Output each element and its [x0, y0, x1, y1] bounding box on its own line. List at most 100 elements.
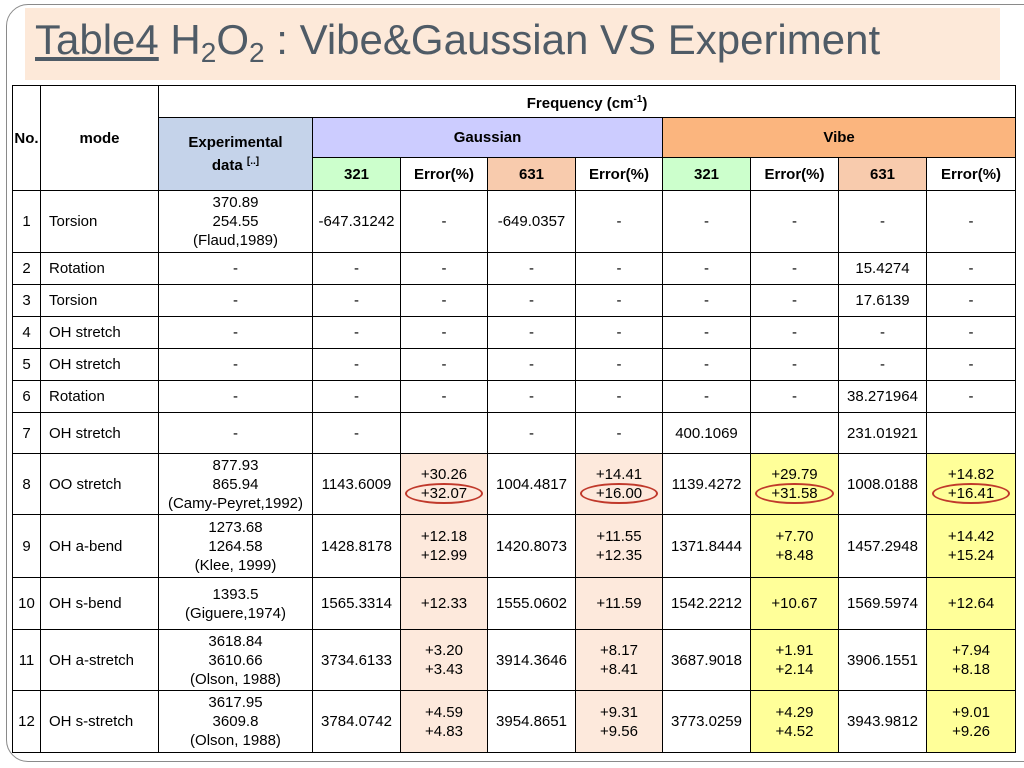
cell-line: +14.42 — [928, 527, 1015, 546]
cell-line: +14.41 — [577, 465, 662, 484]
circled-value: +16.00 — [579, 482, 659, 504]
cell-text: - — [704, 213, 709, 230]
cell-text: - — [441, 292, 447, 309]
cell-text: - — [233, 324, 238, 341]
cell-text: - — [704, 324, 709, 341]
cell-text: OH stretch — [49, 356, 121, 373]
table-cell: - — [662, 380, 751, 413]
title-link[interactable]: Table4 — [35, 16, 159, 63]
cell-line: (Olson, 1988) — [160, 670, 312, 689]
table-cell: - — [575, 284, 663, 317]
table-cell: 3618.84 3610.66 (Olson, 1988) — [158, 629, 313, 691]
table-cell: 7 — [12, 412, 41, 454]
table-cell: OH a-bend — [40, 514, 159, 578]
table-cell: +12.18 +12.99 — [400, 514, 488, 578]
cell-line: +4.52 — [752, 722, 838, 741]
cell-text: - — [968, 324, 974, 341]
cell-text: 17.6139 — [855, 292, 910, 309]
cell-text: +8.17 — [600, 642, 638, 659]
table-cell: 1004.4817 — [487, 453, 576, 515]
table-cell: - — [400, 252, 488, 285]
cell-text: - — [233, 424, 238, 442]
table-cell — [925, 412, 1017, 454]
table-cell: - — [925, 190, 1017, 253]
cell-text: - — [441, 388, 447, 405]
cell-line: +30.26 — [402, 465, 487, 484]
cell-text: 5 — [22, 356, 31, 373]
cell-text: 2 — [22, 260, 31, 277]
cell-text: Torsion — [49, 213, 98, 230]
cell-text: 38.271964 — [847, 388, 918, 405]
cell-text: 3687.9018 — [671, 651, 742, 669]
table-cell: - — [750, 284, 839, 317]
cell-text: -647.31242 — [318, 213, 395, 230]
table-cell: - — [158, 380, 313, 413]
cell-text: - — [233, 356, 238, 373]
table-cell: - — [158, 412, 313, 454]
cell-text: +7.70 — [775, 528, 814, 545]
cell-text: 1273.68 — [208, 518, 263, 536]
cell-text: - — [233, 292, 238, 309]
table-cell: - — [400, 316, 488, 349]
cell-text: 1420.8073 — [496, 537, 567, 555]
table-cell: - — [487, 316, 576, 349]
cell-text: +4.83 — [425, 722, 463, 740]
table-cell: 5 — [12, 348, 41, 381]
table-cell: +12.64 — [925, 577, 1017, 630]
table-cell: - — [750, 252, 839, 285]
header-cell: Frequency (cm-1) — [157, 85, 1017, 118]
table-cell: 231.01921 — [838, 412, 927, 454]
cell-text: - — [880, 356, 885, 373]
table-row: 3 Torsion - - - - - - - 17.6139 - — [12, 284, 1017, 317]
cell-text: - — [441, 213, 447, 230]
table-cell: 370.89 254.55 (Flaud,1989) — [158, 190, 313, 253]
cell-text: OH s-stretch — [49, 713, 134, 730]
cell-text: 3914.3646 — [496, 651, 567, 669]
table-cell: - — [838, 348, 927, 381]
cell-text: +14.41 — [595, 465, 643, 483]
cell-text: 1565.3314 — [321, 595, 392, 612]
table-cell: +3.20 +3.43 — [400, 629, 488, 691]
header-cell: 631 — [838, 157, 927, 191]
table-cell: - — [662, 190, 751, 253]
cell-line: +9.56 — [577, 722, 662, 741]
cell-text: (Klee, 1999) — [194, 556, 277, 574]
cell-text: +8.48 — [775, 547, 814, 564]
table-cell: - — [662, 348, 751, 381]
cell-text: +10.67 — [771, 595, 818, 612]
cell-text: 865.94 — [212, 475, 259, 493]
table-cell: 877.93 865.94 (Camy-Peyret,1992) — [158, 453, 313, 515]
table-cell: - — [925, 348, 1017, 381]
cell-line: +2.14 — [752, 660, 838, 679]
cell-text: - — [616, 388, 622, 405]
header-text: mode — [79, 129, 120, 147]
table-cell: - — [925, 316, 1017, 349]
cell-text: OO stretch — [49, 475, 122, 493]
cell-text: - — [880, 324, 885, 341]
cell-text: - — [792, 388, 797, 405]
table-cell: +1.91 +2.14 — [750, 629, 839, 691]
cell-line: +3.43 — [402, 660, 487, 679]
cell-line: (Camy-Peyret,1992) — [160, 494, 312, 513]
header-cell: 631 — [487, 157, 576, 191]
table-cell: 3906.1551 — [838, 629, 927, 691]
title-text: H — [158, 16, 201, 63]
table-cell: - — [158, 284, 313, 317]
table-cell: +7.70 +8.48 — [750, 514, 839, 578]
cell-text: - — [233, 260, 238, 277]
table-cell: +8.17 +8.41 — [575, 629, 663, 691]
cell-text: +12.18 — [420, 528, 468, 545]
table-row: 8 OO stretch 877.93 865.94 (Camy-Peyret,1992… — [12, 453, 1017, 515]
table-cell: - — [487, 284, 576, 317]
table-row: 7 OH stretch - - - - 400.1069 231.01921 — [12, 412, 1017, 454]
cell-text: 254.55 — [212, 213, 259, 230]
cell-text: - — [529, 292, 534, 309]
table-cell: - — [312, 348, 401, 381]
title-bar — [25, 8, 1000, 80]
cell-text: -649.0357 — [497, 213, 566, 230]
table-row: 10 OH s-bend 1393.5 (Giguere,1974) 1565.3314… — [12, 577, 1017, 630]
cell-text: - — [354, 388, 359, 405]
cell-text: - — [233, 388, 238, 405]
cell-text: 3 — [22, 292, 31, 309]
cell-line: +3.20 — [402, 641, 487, 660]
